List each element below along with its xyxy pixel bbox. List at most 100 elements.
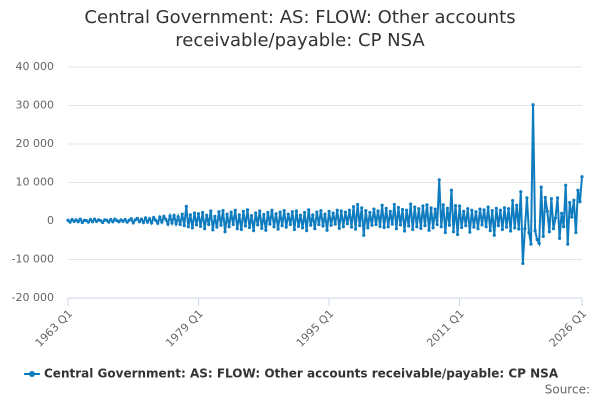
data-point xyxy=(376,209,380,213)
data-point xyxy=(158,215,162,219)
data-point xyxy=(343,210,347,214)
data-point xyxy=(341,225,345,229)
data-point xyxy=(468,230,472,234)
data-point xyxy=(504,225,509,229)
data-point xyxy=(435,222,439,227)
data-point xyxy=(182,224,186,228)
data-point xyxy=(88,217,93,222)
data-point xyxy=(345,222,350,226)
data-point xyxy=(170,221,174,225)
data-point xyxy=(525,196,529,200)
data-point xyxy=(213,214,217,218)
data-point xyxy=(333,222,337,226)
data-point xyxy=(86,220,90,224)
x-tick-label: 2011 Q1 xyxy=(424,307,467,350)
data-point xyxy=(545,209,549,213)
data-point xyxy=(384,206,388,210)
data-point xyxy=(262,212,266,217)
data-point xyxy=(486,205,490,209)
data-point xyxy=(506,207,511,211)
data-point xyxy=(131,221,135,225)
data-point xyxy=(294,209,299,213)
y-tick-label: 20 000 xyxy=(16,137,55,150)
data-point xyxy=(121,219,125,223)
data-point xyxy=(217,210,221,214)
data-point xyxy=(174,222,178,226)
data-point xyxy=(474,210,478,214)
data-point xyxy=(347,208,352,212)
data-point xyxy=(221,209,225,213)
data-point xyxy=(323,212,327,216)
data-point xyxy=(360,206,364,210)
data-point xyxy=(366,226,370,230)
data-point xyxy=(99,219,103,223)
data-point xyxy=(513,226,517,230)
data-point xyxy=(209,209,213,213)
data-point xyxy=(76,220,80,224)
data-point xyxy=(331,211,335,215)
data-point xyxy=(482,208,486,212)
data-point xyxy=(490,209,494,213)
data-point xyxy=(198,224,203,228)
data-point xyxy=(566,242,570,246)
data-point xyxy=(292,227,297,232)
data-point xyxy=(280,224,284,228)
data-point xyxy=(372,207,376,211)
data-point xyxy=(339,209,343,213)
data-point xyxy=(156,221,160,225)
data-point xyxy=(335,208,339,212)
data-point xyxy=(478,207,482,211)
data-point xyxy=(578,200,582,204)
data-point xyxy=(349,225,354,229)
data-point xyxy=(290,210,294,214)
data-point xyxy=(247,225,252,230)
legend-label: Central Government: AS: FLOW: Other acco… xyxy=(44,367,559,381)
data-point xyxy=(145,220,150,224)
data-point xyxy=(205,213,209,217)
x-tick-label: 1979 Q1 xyxy=(163,307,206,350)
data-point xyxy=(453,204,458,208)
data-point xyxy=(74,218,78,222)
data-point xyxy=(180,212,184,216)
data-point xyxy=(415,225,419,229)
data-point xyxy=(215,225,219,229)
data-point xyxy=(425,203,429,207)
data-point xyxy=(555,196,560,200)
data-point xyxy=(549,197,554,201)
data-point xyxy=(296,224,301,228)
data-point xyxy=(421,204,425,208)
data-point xyxy=(502,206,507,210)
data-point xyxy=(68,220,72,224)
data-point xyxy=(231,222,235,227)
x-tick-label: 1963 Q1 xyxy=(33,307,76,350)
data-point xyxy=(488,229,492,233)
data-point xyxy=(458,204,462,208)
data-point xyxy=(356,202,360,207)
data-point xyxy=(135,216,139,220)
data-point xyxy=(260,226,264,230)
data-point xyxy=(141,220,146,225)
legend-marker xyxy=(29,371,35,377)
data-point xyxy=(451,230,456,234)
data-point xyxy=(517,227,521,231)
data-point xyxy=(278,210,282,214)
data-point xyxy=(66,218,70,222)
data-point xyxy=(258,209,262,213)
data-point xyxy=(186,225,190,229)
data-point xyxy=(303,210,307,215)
data-point xyxy=(527,230,531,235)
data-point xyxy=(574,230,578,235)
data-point xyxy=(394,227,398,231)
y-tick-label: -20 000 xyxy=(12,291,54,304)
data-point xyxy=(464,224,468,228)
data-point xyxy=(117,220,121,224)
y-tick-label: 0 xyxy=(47,214,54,227)
data-point xyxy=(129,217,133,221)
data-point xyxy=(484,225,488,229)
data-point xyxy=(168,214,172,218)
data-point xyxy=(535,237,539,242)
data-point xyxy=(409,202,413,206)
data-point xyxy=(470,208,474,212)
data-point xyxy=(196,212,201,216)
data-point xyxy=(284,225,288,229)
